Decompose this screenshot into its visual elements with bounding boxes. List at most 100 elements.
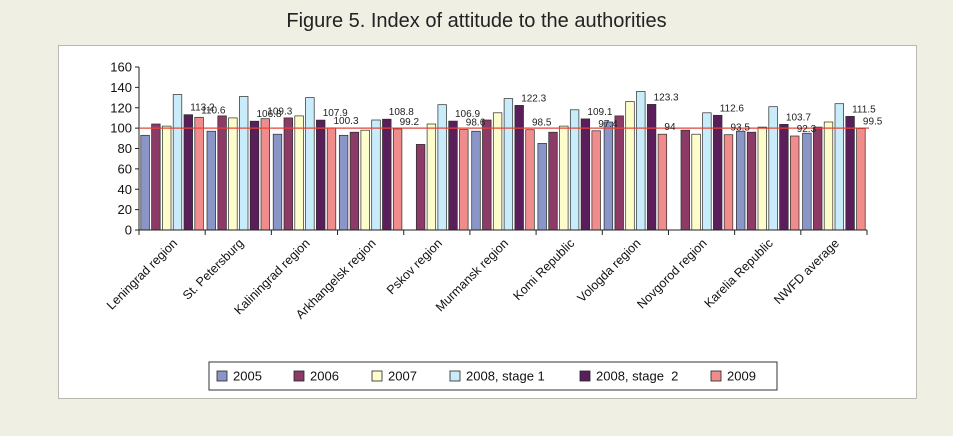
legend-label: 2008, stage 1 <box>466 369 545 384</box>
bar-7-series-1 <box>537 143 547 231</box>
data-label: 113.2 <box>190 103 215 114</box>
bar-4-series-4 <box>371 119 381 231</box>
bar-9-series-5 <box>713 114 723 231</box>
bar-1-series-6 <box>194 116 204 231</box>
y-tick-label: 140 <box>110 80 132 95</box>
data-label: 93.5 <box>731 123 751 134</box>
y-tick-label: 40 <box>118 182 132 197</box>
bar-1-series-5 <box>183 114 193 231</box>
bar-9-series-4 <box>702 112 712 231</box>
category-label: Leningrad region <box>104 236 180 312</box>
bar-9-series-3 <box>691 133 701 231</box>
bar-3-series-6 <box>326 127 337 231</box>
bar-9-series-2 <box>680 129 690 231</box>
bar-4-series-5 <box>382 118 392 231</box>
data-label: 110.6 <box>201 105 226 116</box>
bar-8-series-4 <box>636 91 646 231</box>
data-label: 92.3 <box>797 124 817 135</box>
category-label: NWFD average <box>771 236 842 307</box>
bar-2-series-3 <box>228 117 238 231</box>
legend: 2005 2006 2007 2008, stage 1 2008, stage 2 20… <box>208 361 778 391</box>
bar-11-series-6 <box>856 128 866 231</box>
data-label: 106.9 <box>455 109 480 120</box>
legend-swatch <box>579 370 591 382</box>
category-label: Murmansk region <box>433 236 511 314</box>
bar-4-series-2 <box>349 131 360 231</box>
bar-6-series-6 <box>525 129 535 231</box>
data-label: 100.3 <box>334 116 359 127</box>
bar-1-series-3 <box>162 125 172 231</box>
category-label: Karelia Republic <box>702 236 776 310</box>
bar-7-series-2 <box>548 131 558 231</box>
bar-8-series-6 <box>657 133 668 231</box>
legend-label: 2005 <box>233 369 262 384</box>
bar-3-series-1 <box>272 133 283 231</box>
data-label: 112.6 <box>720 103 745 114</box>
bar-1-series-1 <box>140 134 150 231</box>
chart-panel: 0 20 40 60 80 100 120 140 160 113.2 110.6 106.8 109… <box>58 45 917 399</box>
bar-11-series-5 <box>845 116 855 231</box>
y-tick-label: 80 <box>118 141 132 156</box>
bar-10-series-4 <box>768 106 778 231</box>
bar-7-series-6 <box>591 130 601 231</box>
bar-3-series-5 <box>316 119 326 231</box>
chart-title: Figure 5. Index of attitude to the autho… <box>286 10 667 32</box>
data-label: 109.3 <box>267 107 292 118</box>
legend-swatch <box>293 370 305 382</box>
bar-4-series-6 <box>392 128 403 231</box>
data-label: 109.1 <box>587 107 612 118</box>
bar-7-series-5 <box>580 118 591 231</box>
data-label: 99.2 <box>400 117 420 128</box>
bars-layer <box>140 91 866 231</box>
bar-10-series-1 <box>736 130 746 231</box>
legend-swatch <box>371 370 383 382</box>
y-tick-label: 60 <box>118 161 132 176</box>
bar-8-series-1 <box>603 121 614 231</box>
category-labels-layer: Leningrad region St. PetersburgKaliningra… <box>104 236 842 322</box>
data-label: 108.8 <box>389 107 414 118</box>
bar-2-series-5 <box>249 120 260 231</box>
bar-10-series-6 <box>790 135 800 231</box>
data-label: 106.8 <box>257 109 282 120</box>
legend-swatch <box>710 370 722 382</box>
category-label: Komi Republic <box>510 236 577 303</box>
bar-11-series-3 <box>823 121 834 231</box>
bar-4-series-3 <box>360 129 370 231</box>
legend-label: 2008, stage 2 <box>596 369 678 384</box>
bar-2-series-1 <box>206 130 216 231</box>
bar-5-series-3 <box>426 123 437 231</box>
bar-6-series-2 <box>482 119 492 231</box>
bar-6-series-4 <box>503 98 514 231</box>
data-label: 98.6 <box>466 118 486 129</box>
y-tick-label: 100 <box>110 121 132 136</box>
y-tick-label: 120 <box>110 100 132 115</box>
bar-11-series-4 <box>834 103 844 231</box>
data-label: 123.3 <box>654 92 679 103</box>
bar-2-series-4 <box>239 96 249 231</box>
data-label: 97.4 <box>598 119 618 130</box>
data-label: 122.3 <box>521 93 546 104</box>
legend-swatch <box>216 370 228 382</box>
data-label: 107.9 <box>323 108 348 119</box>
axes-layer: 0 20 40 60 80 100 120 140 160 <box>110 60 868 238</box>
bar-4-series-1 <box>338 134 349 231</box>
legend-label: 2006 <box>310 369 339 384</box>
bar-2-series-2 <box>217 115 227 231</box>
bar-1-series-2 <box>151 123 161 231</box>
bar-3-series-3 <box>294 115 304 231</box>
bar-5-series-2 <box>415 144 426 231</box>
bar-3-series-4 <box>305 97 315 231</box>
data-label: 111.5 <box>852 104 876 115</box>
bar-10-series-2 <box>746 131 757 231</box>
bar-1-series-4 <box>172 94 183 231</box>
bar-7-series-3 <box>559 125 569 231</box>
y-tick-label: 0 <box>125 223 132 238</box>
category-label: Novgorod region <box>634 236 709 311</box>
y-tick-label: 160 <box>110 60 132 75</box>
bar-6-series-5 <box>514 105 524 231</box>
data-label: 98.5 <box>532 118 552 129</box>
bar-5-series-6 <box>459 129 469 231</box>
bar-5-series-4 <box>437 104 447 231</box>
